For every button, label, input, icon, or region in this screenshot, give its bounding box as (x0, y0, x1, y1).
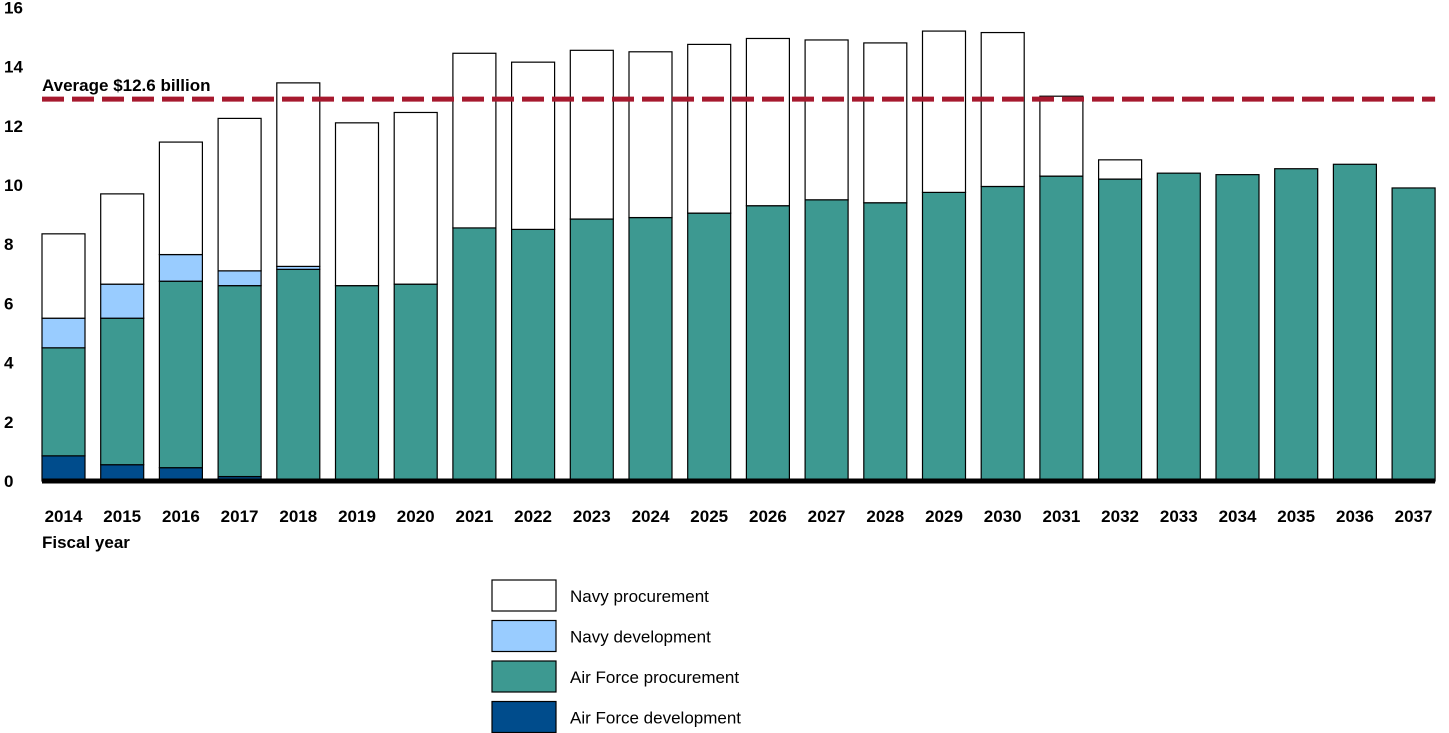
bar-air-force-procurement-2019 (334, 285, 380, 482)
bar-navy-procurement-2018 (276, 82, 321, 268)
average-reference: Average $12.6 billion (42, 76, 1436, 102)
bar-navy-procurement-2017 (217, 117, 262, 272)
bar-navy-development-2017 (217, 270, 262, 287)
bar-navy-procurement-2025 (687, 43, 732, 214)
x-tick-label: 2029 (925, 507, 963, 526)
bar-navy-development-2016 (158, 253, 203, 282)
legend-label-air-force-development: Air Force development (570, 709, 741, 728)
x-tick-label: 2035 (1277, 507, 1315, 526)
legend-swatch-navy-procurement (491, 579, 557, 612)
bar-navy-procurement-2019 (334, 122, 380, 287)
y-tick-label: 14 (4, 58, 23, 77)
bar-air-force-procurement-2032 (1097, 178, 1143, 482)
x-tick-label: 2020 (397, 507, 435, 526)
x-tick-label: 2030 (984, 507, 1022, 526)
bar-navy-procurement-2032 (1097, 159, 1143, 180)
bar-air-force-procurement-2026 (745, 205, 791, 482)
bar-air-force-procurement-2018 (276, 268, 321, 481)
x-tick-label: 2037 (1395, 507, 1433, 526)
x-tick-label: 2032 (1101, 507, 1139, 526)
y-tick-label: 16 (4, 0, 23, 17)
legend: Navy procurement Navy development Air Forc… (491, 579, 741, 733)
bar-air-force-procurement-2029 (921, 191, 967, 482)
x-tick-label: 2014 (45, 507, 83, 526)
x-tick-label: 2025 (690, 507, 728, 526)
bars (41, 30, 1436, 482)
x-tick-label: 2027 (808, 507, 846, 526)
bar-air-force-procurement-2020 (393, 283, 438, 482)
x-tick-label: 2016 (162, 507, 200, 526)
bar-navy-procurement-2023 (569, 49, 614, 220)
legend-label-navy-development: Navy development (570, 628, 711, 647)
bar-air-force-development-2014 (41, 455, 86, 482)
x-tick-label: 2017 (221, 507, 259, 526)
bar-navy-procurement-2028 (863, 42, 908, 204)
y-tick-label: 8 (4, 235, 13, 254)
bar-air-force-procurement-2030 (980, 185, 1025, 482)
bar-air-force-procurement-2031 (1039, 175, 1084, 482)
bar-navy-procurement-2027 (804, 39, 849, 201)
y-tick-label: 0 (4, 472, 13, 491)
bar-air-force-procurement-2028 (863, 202, 908, 482)
bar-navy-procurement-2024 (628, 51, 673, 219)
bar-navy-procurement-2014 (41, 233, 86, 319)
x-tick-label: 2036 (1336, 507, 1374, 526)
legend-label-air-force-procurement: Air Force procurement (570, 668, 739, 687)
bar-air-force-procurement-2016 (158, 280, 203, 469)
legend-swatch-air-force-procurement (491, 660, 557, 693)
legend-swatch-air-force-development (491, 700, 557, 733)
bar-air-force-procurement-2024 (628, 216, 673, 482)
bar-navy-development-2014 (41, 317, 86, 349)
x-tick-label: 2031 (1042, 507, 1080, 526)
average-label: Average $12.6 billion (42, 76, 211, 95)
x-tick-label: 2026 (749, 507, 787, 526)
x-tick-label: 2024 (632, 507, 670, 526)
bar-navy-procurement-2031 (1039, 95, 1084, 177)
x-tick-label: 2028 (866, 507, 904, 526)
bar-air-force-procurement-2036 (1332, 163, 1378, 482)
bar-navy-procurement-2030 (980, 31, 1025, 188)
x-tick-label: 2022 (514, 507, 552, 526)
bar-air-force-procurement-2014 (41, 347, 86, 457)
x-tick-label: 2015 (103, 507, 141, 526)
bar-navy-procurement-2015 (100, 193, 145, 285)
bar-navy-development-2015 (100, 283, 145, 319)
y-axis-ticks: 0 2 4 6 8 10 12 14 16 (4, 0, 23, 491)
bar-air-force-procurement-2035 (1274, 168, 1319, 482)
bar-navy-procurement-2016 (158, 141, 203, 256)
x-axis-title: Fiscal year (42, 533, 130, 552)
y-tick-label: 4 (4, 354, 14, 373)
bar-navy-procurement-2020 (393, 111, 438, 285)
bar-navy-procurement-2021 (452, 52, 497, 229)
legend-label-navy-procurement: Navy procurement (570, 587, 709, 606)
bar-air-force-procurement-2034 (1215, 174, 1260, 482)
bar-air-force-procurement-2021 (452, 227, 497, 482)
bar-navy-procurement-2026 (745, 37, 791, 207)
bar-navy-procurement-2029 (921, 30, 967, 194)
y-tick-label: 12 (4, 117, 23, 136)
bar-air-force-procurement-2023 (569, 218, 614, 482)
x-tick-label: 2019 (338, 507, 376, 526)
bar-air-force-procurement-2027 (804, 199, 849, 482)
x-tick-label: 2023 (573, 507, 611, 526)
bar-air-force-procurement-2015 (100, 317, 145, 466)
x-tick-label: 2021 (455, 507, 493, 526)
bar-air-force-procurement-2033 (1156, 172, 1201, 482)
y-tick-label: 2 (4, 413, 13, 432)
bar-air-force-procurement-2022 (511, 228, 556, 482)
bar-air-force-procurement-2025 (687, 212, 732, 482)
x-tick-label: 2034 (1219, 507, 1257, 526)
legend-swatch-navy-development (491, 619, 557, 653)
y-tick-label: 10 (4, 176, 23, 195)
bar-air-force-procurement-2017 (217, 285, 262, 478)
x-tick-label: 2033 (1160, 507, 1198, 526)
bar-navy-procurement-2022 (511, 61, 556, 231)
bar-air-force-procurement-2037 (1391, 187, 1436, 482)
x-tick-label: 2018 (279, 507, 317, 526)
x-axis-ticks: 2014 2015 2016 2017 2018 2019 2020 2021 2022 2023… (45, 507, 1433, 526)
y-tick-label: 6 (4, 294, 13, 313)
